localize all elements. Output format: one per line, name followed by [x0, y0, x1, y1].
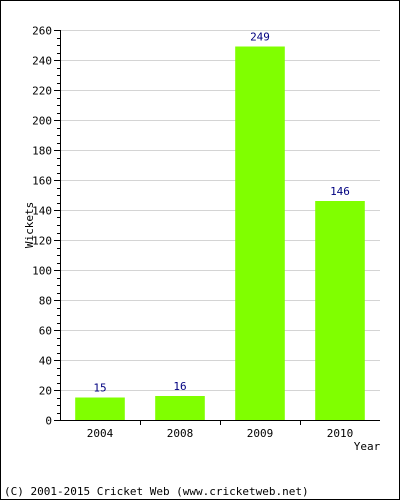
- data-label-2010: 146: [330, 185, 350, 198]
- y-axis-label: Wickets: [23, 202, 36, 248]
- x-tick-label-2004: 2004: [87, 427, 114, 440]
- y-tick-label: 120: [32, 235, 52, 248]
- y-tick-label: 60: [39, 325, 52, 338]
- y-tick-label: 140: [32, 205, 52, 218]
- y-tick-label: 220: [32, 85, 52, 98]
- y-tick-label: 180: [32, 145, 52, 158]
- axes: [54, 30, 380, 425]
- copyright-text: (C) 2001-2015 Cricket Web (www.cricketwe…: [4, 485, 309, 498]
- data-label-2008: 16: [173, 380, 186, 393]
- data-label-2004: 15: [93, 382, 106, 395]
- bar-2010: [315, 201, 365, 420]
- y-tick-label: 20: [39, 385, 52, 398]
- y-tick-label: 200: [32, 115, 52, 128]
- bar-2004: [75, 397, 125, 420]
- x-axis-label: Year: [354, 440, 381, 453]
- y-tick-label: 40: [39, 355, 52, 368]
- y-tick-label: 80: [39, 295, 52, 308]
- data-label-2009: 249: [250, 31, 270, 44]
- x-tick-label-2010: 2010: [327, 427, 354, 440]
- y-tick-label: 160: [32, 175, 52, 188]
- bars: [75, 46, 365, 420]
- y-tick-label: 260: [32, 25, 52, 38]
- x-tick-label-2009: 2009: [247, 427, 274, 440]
- y-tick-label: 0: [45, 415, 52, 428]
- x-tick-label-2008: 2008: [167, 427, 194, 440]
- bar-2008: [155, 396, 205, 420]
- y-tick-label: 240: [32, 55, 52, 68]
- y-tick-label: 100: [32, 265, 52, 278]
- bar-2009: [235, 46, 285, 420]
- labels: 0 20 40 60 80 100 120 140 160 180 200 220 240 260 15 20…: [32, 25, 353, 441]
